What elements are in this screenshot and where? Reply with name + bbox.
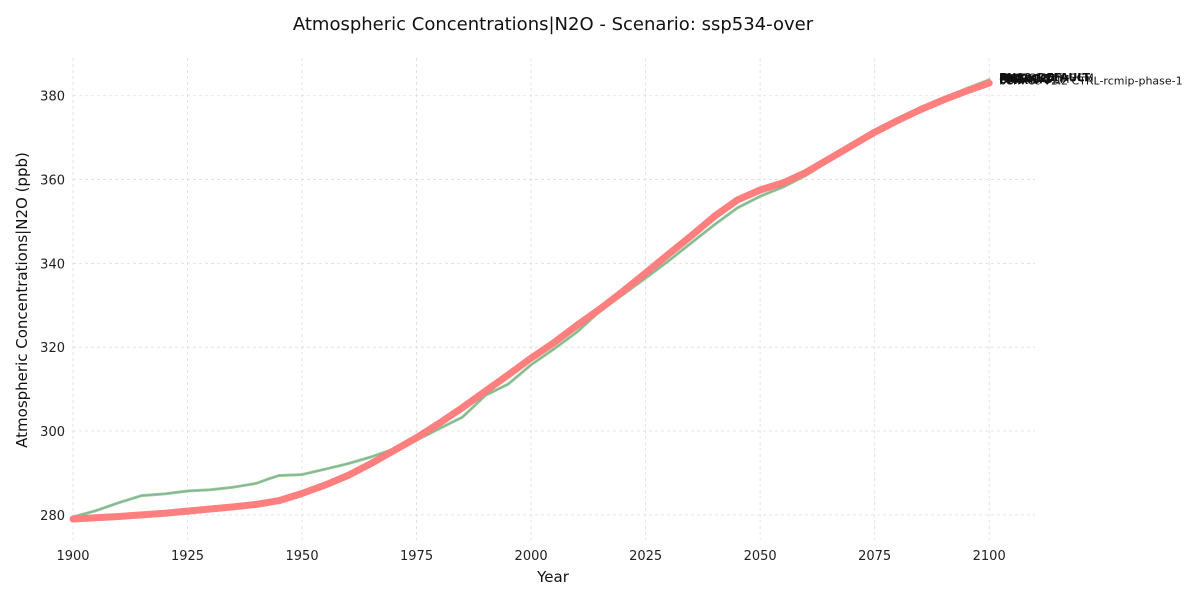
y-tick-label: 360 xyxy=(40,174,65,189)
end-label: MAGICC7 xyxy=(999,72,1055,85)
y-axis-label: Atmospheric Concentrations|N2O (ppb) xyxy=(13,152,31,448)
series-line-felix xyxy=(69,79,993,523)
end-label: MCE-v1.2 xyxy=(999,72,1051,85)
y-tick-label: 300 xyxy=(40,425,65,440)
x-tick-label: 1925 xyxy=(171,549,204,564)
line-end-labels: HectorMAGICC7CICERO-SCMFaIR-v1.5FelixPRO… xyxy=(999,71,1182,88)
x-tick-label: 1975 xyxy=(400,549,433,564)
y-tick-label: 280 xyxy=(40,509,65,524)
end-label: CICERO-SCM xyxy=(999,73,1069,86)
end-label: Hector xyxy=(999,71,1036,84)
end-label: bern-cc-v1.2 CTRL-rcmip-phase-1 xyxy=(999,75,1182,88)
x-tick-label: 2050 xyxy=(744,549,777,564)
x-tick-label: 2100 xyxy=(973,549,1006,564)
x-tick-label: 2000 xyxy=(515,549,548,564)
end-label: PH99_DEFAULT xyxy=(999,71,1090,84)
x-axis-label: Year xyxy=(536,568,570,586)
grid-lines xyxy=(72,58,1035,540)
end-label: FaIR-v1.5 xyxy=(999,73,1049,86)
chart-title: Atmospheric Concentrations|N2O - Scenari… xyxy=(293,14,814,35)
end-label: PROTSENCE-SCM xyxy=(999,72,1094,85)
x-axis-ticks: 1900 1925 1950 1975 2000 2025 2050 2075 2100 xyxy=(56,549,1005,564)
x-tick-label: 2025 xyxy=(629,549,662,564)
series-lines xyxy=(69,78,993,523)
end-label: Felix xyxy=(999,74,1028,87)
x-tick-label: 2075 xyxy=(858,549,891,564)
end-label: OSCARv3.1 xyxy=(999,74,1061,87)
y-tick-label: 320 xyxy=(40,341,65,356)
y-tick-label: 340 xyxy=(40,257,65,272)
y-tick-label: 380 xyxy=(40,90,65,105)
x-tick-label: 1950 xyxy=(286,549,319,564)
y-axis-ticks: 280 300 320 340 360 380 xyxy=(40,90,65,524)
x-tick-label: 1900 xyxy=(56,549,89,564)
